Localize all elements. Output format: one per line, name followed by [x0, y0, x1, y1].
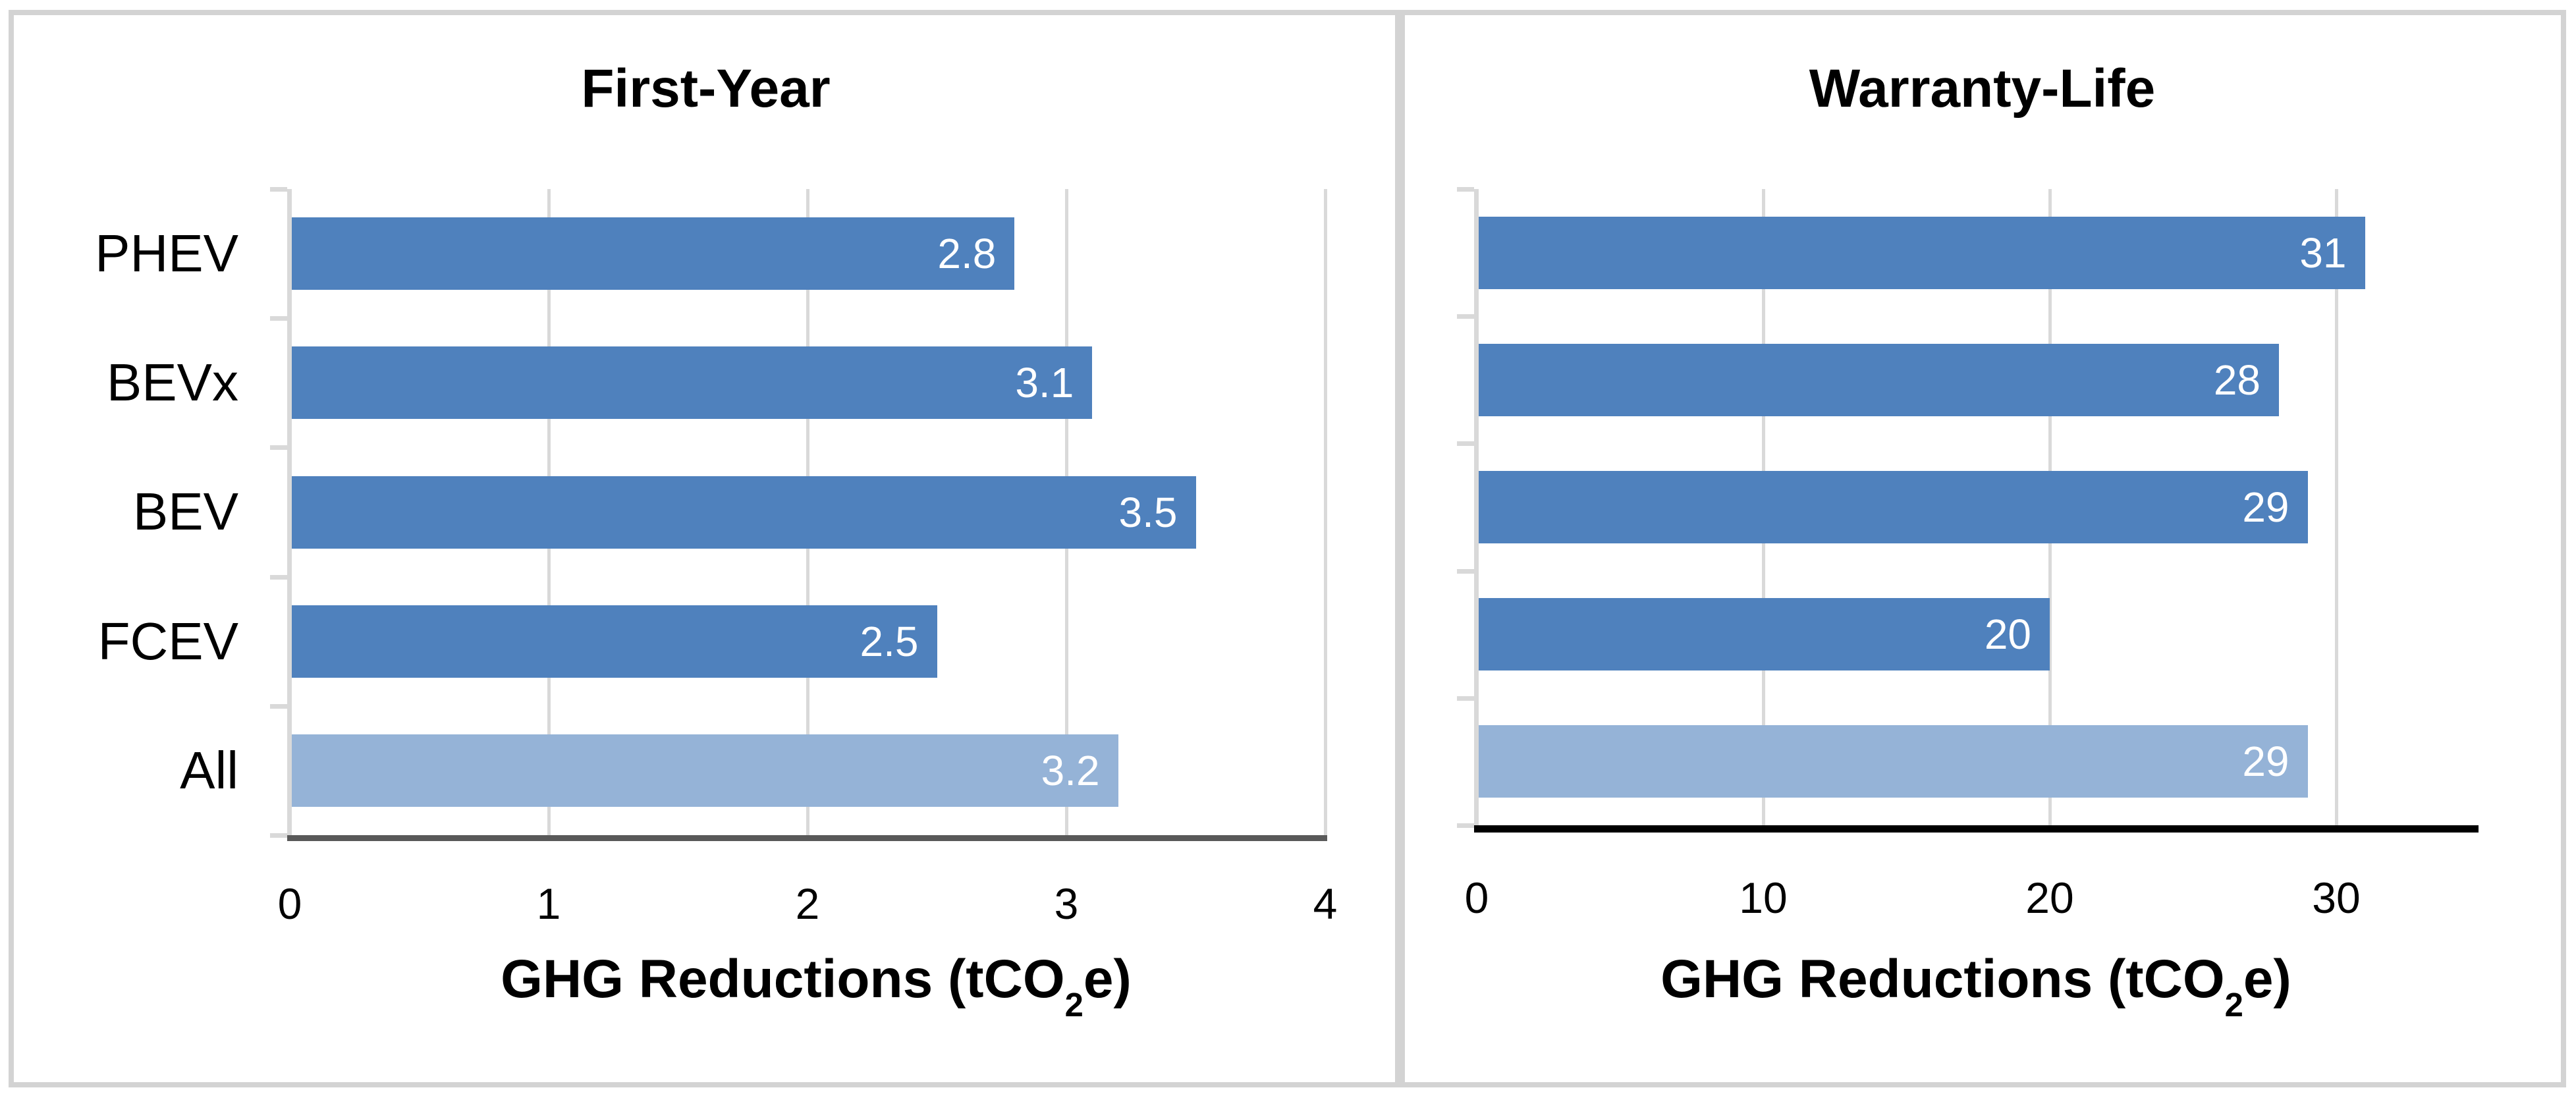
x-axis-title-text: GHG Reductions (tCO	[501, 949, 1065, 1009]
x-axis-title: GHG Reductions (tCO2e)	[1449, 949, 2503, 1022]
x-axis-title-text: e)	[2243, 949, 2291, 1009]
x-axis-title-subscript: 2	[2224, 985, 2243, 1024]
x-axis-title-text: GHG Reductions (tCO	[1660, 949, 2225, 1009]
x-axis-title-subscript: 2	[1064, 985, 1083, 1024]
x-axis-title-text: e)	[1083, 949, 1132, 1009]
chart-title: First-Year	[581, 59, 831, 119]
x-axis-title: GHG Reductions (tCO2e)	[289, 949, 1343, 1022]
figure-border	[9, 10, 2566, 1087]
panel-divider	[1395, 11, 1405, 1085]
chart-title: Warranty-Life	[1809, 59, 2156, 119]
